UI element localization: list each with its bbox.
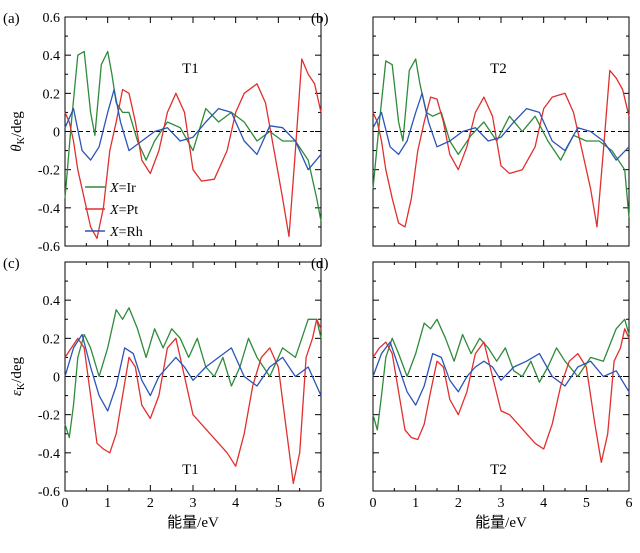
y-tick-label: 0 [53, 371, 60, 386]
legend-entry: X=Rh [109, 225, 143, 240]
panel-c: 0 1 2 3 4 5 6 -0.6 -0.4 -0.2 0 0.2 0.4 (c) T1 能量/eV [3, 256, 325, 531]
y-tick-label: 0.6 [43, 11, 61, 26]
x-tick-label: 3 [498, 496, 505, 511]
y-tick-label: 0.2 [43, 332, 61, 347]
y-tick-label: -0.4 [38, 447, 60, 462]
x-axis-label: 能量/eV [475, 514, 527, 531]
y-tick-label: -0.2 [38, 164, 60, 179]
panel-title: T2 [490, 61, 507, 77]
x-tick-label: 4 [232, 496, 239, 511]
x-tick-label: 2 [455, 496, 462, 511]
x-tick-label: 3 [190, 496, 197, 511]
legend-entry: X=Pt [109, 203, 138, 218]
panel-label: (b) [311, 11, 329, 27]
series-line-pt [372, 69, 630, 228]
panel-title: T1 [182, 462, 199, 478]
x-tick-label: 4 [540, 496, 547, 511]
y-axis-label: εK/deg [9, 357, 27, 396]
x-tick-label: 1 [104, 496, 111, 511]
panel-a: -0.6 -0.4 -0.2 0 0.2 0.4 0.6 (a) T1 X=Ir X=Pt X=Rh [3, 11, 322, 255]
series-line-rh [64, 333, 322, 412]
x-tick-label: 5 [275, 496, 282, 511]
x-tick-label: 5 [583, 496, 590, 511]
y-tick-label: -0.4 [38, 202, 60, 217]
series-line-ir [64, 307, 322, 439]
x-tick-label: 2 [147, 496, 154, 511]
series-line-pt [64, 58, 322, 240]
series-line-rh [372, 92, 630, 161]
x-tick-label: 6 [626, 496, 633, 511]
y-tick-label: -0.2 [38, 409, 60, 424]
series-line-rh [372, 341, 630, 406]
y-tick-label: 0.4 [43, 49, 61, 64]
y-tick-label: 0.4 [43, 294, 61, 309]
series-line-rh [64, 88, 322, 171]
panel-b: (b) T2 [311, 11, 630, 247]
y-axis-label-text: εK/deg [9, 357, 27, 396]
x-tick-label: 0 [62, 496, 69, 511]
x-axis-label: 能量/eV [167, 514, 219, 531]
y-tick-label: -0.6 [38, 240, 60, 255]
y-axis-label-text: θK/deg [9, 111, 27, 152]
series-line-ir [372, 318, 630, 431]
panel-label: (d) [311, 256, 329, 272]
y-tick-label: 0 [53, 126, 60, 141]
x-tick-label: 1 [412, 496, 419, 511]
panel-label: (a) [3, 11, 20, 27]
y-tick-label: 0.2 [43, 87, 61, 102]
panel-title: T1 [182, 61, 199, 77]
panel-title: T2 [490, 462, 507, 478]
y-tick-label: -0.6 [38, 485, 60, 500]
x-tick-label: 6 [318, 496, 325, 511]
y-axis-label: θK/deg [9, 111, 27, 152]
panel-label: (c) [3, 256, 20, 272]
legend-entry: X=Ir [109, 181, 136, 196]
series-line-pt [372, 328, 630, 464]
series-line-ir [64, 50, 322, 222]
series-line-pt [64, 318, 322, 485]
x-tick-label: 0 [370, 496, 377, 511]
panel-d: 0 1 2 3 4 5 6 (d) T2 能量/eV [311, 256, 633, 531]
